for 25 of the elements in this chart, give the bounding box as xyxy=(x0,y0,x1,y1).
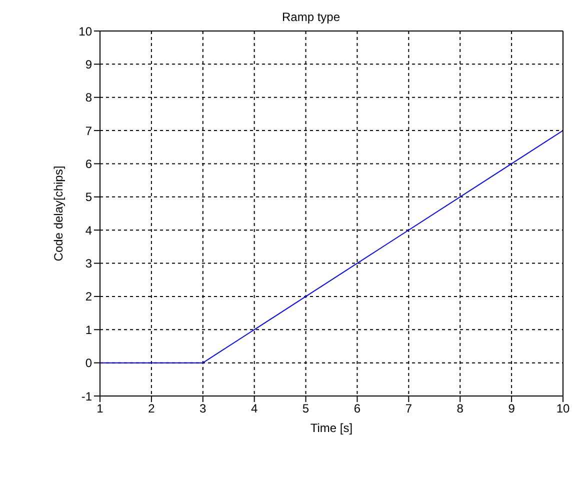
x-tick-label: 3 xyxy=(200,402,207,416)
x-tick-label: 1 xyxy=(96,402,104,416)
y-tick-label: 2 xyxy=(85,290,92,304)
y-tick-label: 0 xyxy=(85,356,92,370)
y-tick-label: 9 xyxy=(85,57,92,72)
y-tick-label: 10 xyxy=(78,24,92,38)
y-tick-label: 1 xyxy=(85,322,92,337)
y-tick-label: 4 xyxy=(85,223,92,238)
y-tick-label: 5 xyxy=(85,190,92,204)
x-tick-label: 2 xyxy=(148,402,156,416)
x-tick-label: 4 xyxy=(250,402,258,416)
y-tick-label: 3 xyxy=(85,256,92,271)
x-tick-label: 8 xyxy=(456,402,464,416)
x-tick-label: 10 xyxy=(556,402,570,416)
x-tick-label: 5 xyxy=(302,402,310,416)
y-tick-label: 7 xyxy=(85,124,92,138)
y-tick-label: 6 xyxy=(85,156,92,171)
y-tick-label: -1 xyxy=(81,389,92,404)
y-axis-title: Code delay[chips] xyxy=(51,166,66,262)
x-tick-label: 6 xyxy=(354,402,361,416)
x-tick-label: 7 xyxy=(405,402,412,416)
x-tick-label: 9 xyxy=(508,402,516,416)
x-axis-title: Time [s] xyxy=(310,421,353,435)
y-tick-label: 8 xyxy=(85,90,92,105)
chart-title: Ramp type xyxy=(280,10,342,24)
